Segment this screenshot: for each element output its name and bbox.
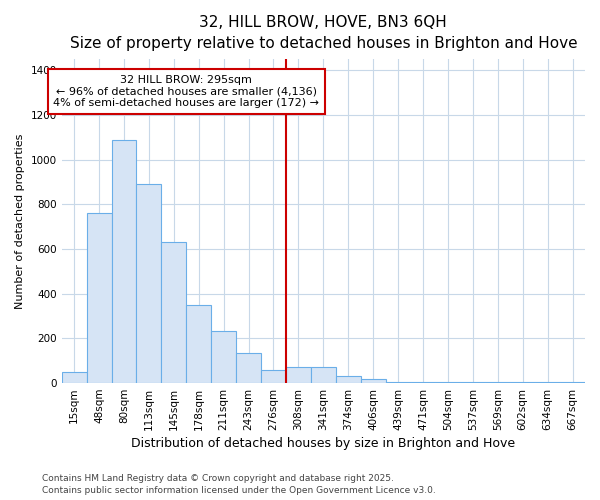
Bar bbox=[361, 378, 386, 383]
Bar bbox=[161, 242, 186, 383]
Bar bbox=[112, 140, 136, 383]
Bar bbox=[436, 382, 460, 383]
Text: Contains HM Land Registry data © Crown copyright and database right 2025.
Contai: Contains HM Land Registry data © Crown c… bbox=[42, 474, 436, 495]
Y-axis label: Number of detached properties: Number of detached properties bbox=[15, 134, 25, 309]
Bar bbox=[186, 305, 211, 383]
Bar bbox=[261, 370, 286, 383]
Bar bbox=[460, 382, 485, 383]
Bar bbox=[386, 382, 410, 383]
Bar bbox=[560, 382, 585, 383]
Title: 32, HILL BROW, HOVE, BN3 6QH
Size of property relative to detached houses in Bri: 32, HILL BROW, HOVE, BN3 6QH Size of pro… bbox=[70, 15, 577, 51]
Bar bbox=[535, 382, 560, 383]
Bar bbox=[286, 368, 311, 383]
Bar bbox=[336, 376, 361, 383]
Bar bbox=[62, 372, 86, 383]
X-axis label: Distribution of detached houses by size in Brighton and Hove: Distribution of detached houses by size … bbox=[131, 437, 515, 450]
Text: 32 HILL BROW: 295sqm
← 96% of detached houses are smaller (4,136)
4% of semi-det: 32 HILL BROW: 295sqm ← 96% of detached h… bbox=[53, 75, 319, 108]
Bar bbox=[485, 382, 510, 383]
Bar bbox=[136, 184, 161, 383]
Bar bbox=[86, 214, 112, 383]
Bar bbox=[311, 368, 336, 383]
Bar bbox=[236, 353, 261, 383]
Bar bbox=[510, 382, 535, 383]
Bar bbox=[211, 330, 236, 383]
Bar bbox=[410, 382, 436, 383]
